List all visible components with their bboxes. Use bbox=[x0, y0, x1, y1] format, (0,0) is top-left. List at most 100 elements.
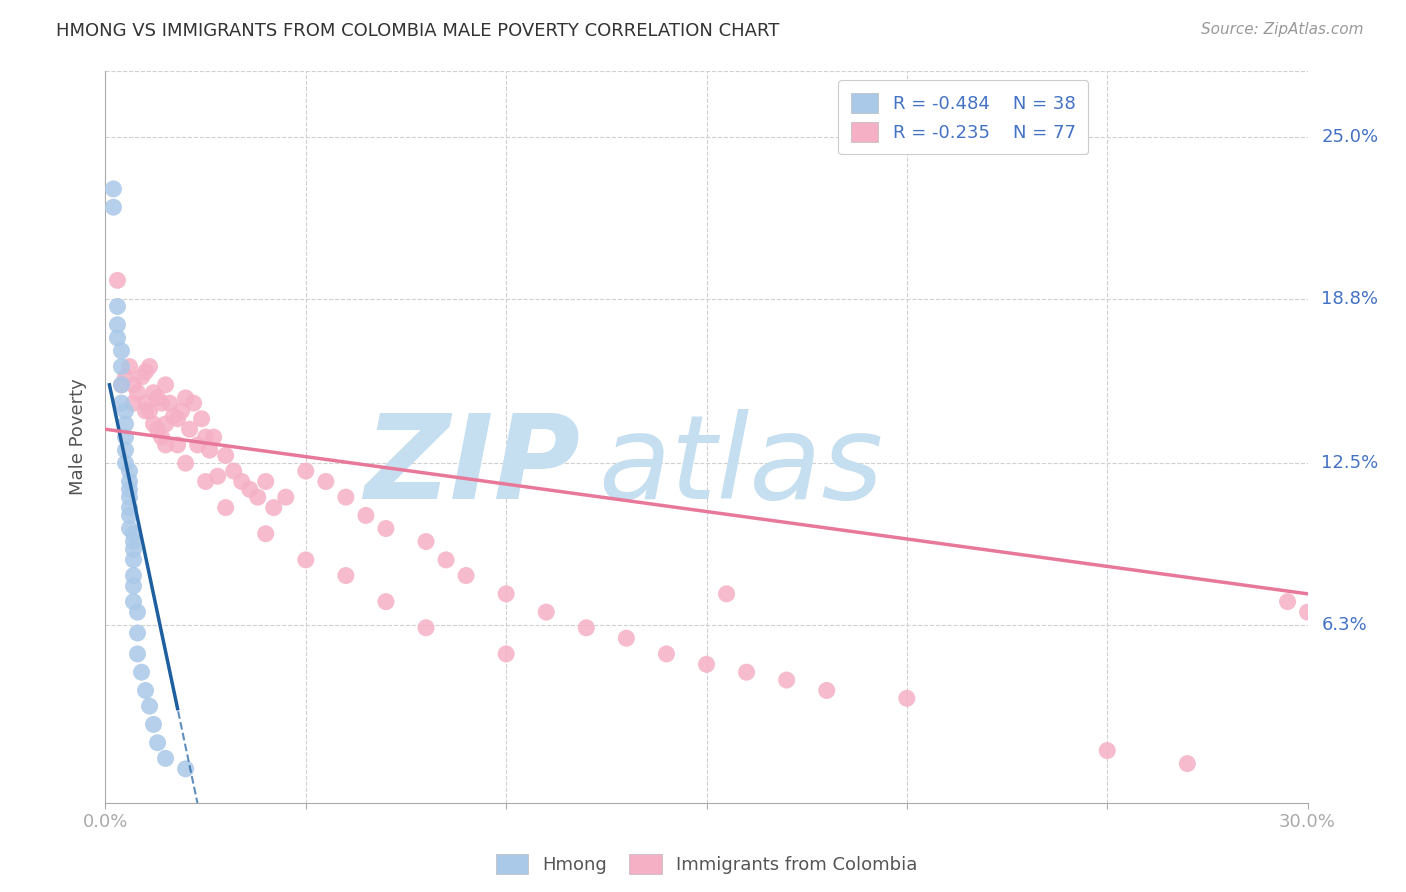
Point bbox=[138, 404, 160, 418]
Point bbox=[110, 343, 132, 358]
Point bbox=[735, 665, 758, 680]
Point bbox=[1277, 595, 1299, 609]
Point bbox=[896, 691, 918, 706]
Point bbox=[231, 475, 253, 489]
Point bbox=[138, 359, 160, 374]
Point bbox=[142, 417, 165, 431]
Point bbox=[194, 475, 217, 489]
Point bbox=[222, 464, 245, 478]
Point bbox=[110, 396, 132, 410]
Point bbox=[107, 318, 129, 332]
Point bbox=[114, 404, 136, 418]
Point bbox=[150, 396, 173, 410]
Text: HMONG VS IMMIGRANTS FROM COLOMBIA MALE POVERTY CORRELATION CHART: HMONG VS IMMIGRANTS FROM COLOMBIA MALE P… bbox=[56, 22, 779, 40]
Point bbox=[118, 483, 141, 497]
Point bbox=[495, 647, 517, 661]
Point bbox=[110, 359, 132, 374]
Point bbox=[150, 430, 173, 444]
Point bbox=[374, 521, 398, 535]
Point bbox=[142, 717, 165, 731]
Text: 25.0%: 25.0% bbox=[1322, 128, 1379, 145]
Point bbox=[335, 490, 357, 504]
Point bbox=[155, 438, 177, 452]
Point bbox=[202, 430, 225, 444]
Text: 18.8%: 18.8% bbox=[1322, 290, 1378, 308]
Point bbox=[122, 542, 145, 557]
Point bbox=[114, 456, 136, 470]
Point bbox=[214, 500, 236, 515]
Point bbox=[174, 391, 197, 405]
Legend: Hmong, Immigrants from Colombia: Hmong, Immigrants from Colombia bbox=[488, 847, 925, 881]
Point bbox=[135, 683, 157, 698]
Point bbox=[135, 404, 157, 418]
Point bbox=[655, 647, 678, 661]
Point bbox=[118, 500, 141, 515]
Point bbox=[239, 483, 262, 497]
Point bbox=[155, 751, 177, 765]
Point bbox=[194, 430, 217, 444]
Point bbox=[815, 683, 838, 698]
Point bbox=[122, 377, 145, 392]
Point bbox=[696, 657, 718, 672]
Point bbox=[1296, 605, 1319, 619]
Text: atlas: atlas bbox=[599, 409, 883, 524]
Point bbox=[122, 534, 145, 549]
Point bbox=[122, 568, 145, 582]
Point bbox=[107, 273, 129, 287]
Point bbox=[246, 490, 269, 504]
Point bbox=[295, 553, 318, 567]
Point bbox=[114, 443, 136, 458]
Point bbox=[274, 490, 297, 504]
Point bbox=[110, 377, 132, 392]
Point bbox=[122, 595, 145, 609]
Point bbox=[454, 568, 477, 582]
Point bbox=[170, 404, 193, 418]
Point bbox=[103, 200, 125, 214]
Point bbox=[127, 626, 149, 640]
Text: ZIP: ZIP bbox=[364, 409, 581, 524]
Point bbox=[107, 300, 129, 314]
Point bbox=[434, 553, 457, 567]
Point bbox=[174, 762, 197, 776]
Point bbox=[187, 438, 209, 452]
Point bbox=[415, 534, 437, 549]
Point bbox=[616, 632, 638, 646]
Point bbox=[146, 422, 169, 436]
Point bbox=[118, 359, 141, 374]
Point bbox=[155, 377, 177, 392]
Point bbox=[534, 605, 557, 619]
Point bbox=[127, 385, 149, 400]
Point bbox=[207, 469, 229, 483]
Point bbox=[374, 595, 398, 609]
Point bbox=[159, 396, 181, 410]
Point bbox=[263, 500, 285, 515]
Point bbox=[122, 553, 145, 567]
Text: 12.5%: 12.5% bbox=[1322, 454, 1379, 472]
Point bbox=[166, 438, 188, 452]
Text: Source: ZipAtlas.com: Source: ZipAtlas.com bbox=[1201, 22, 1364, 37]
Point bbox=[122, 526, 145, 541]
Point bbox=[495, 587, 517, 601]
Point bbox=[118, 490, 141, 504]
Point bbox=[146, 391, 169, 405]
Point bbox=[1177, 756, 1199, 771]
Point bbox=[135, 365, 157, 379]
Point bbox=[146, 736, 169, 750]
Point bbox=[415, 621, 437, 635]
Point bbox=[179, 422, 201, 436]
Point bbox=[142, 385, 165, 400]
Point bbox=[114, 370, 136, 384]
Point bbox=[335, 568, 357, 582]
Point bbox=[716, 587, 738, 601]
Point bbox=[254, 475, 277, 489]
Point bbox=[190, 412, 212, 426]
Point bbox=[214, 449, 236, 463]
Point bbox=[174, 456, 197, 470]
Point bbox=[118, 521, 141, 535]
Point bbox=[114, 430, 136, 444]
Point bbox=[127, 647, 149, 661]
Point bbox=[103, 182, 125, 196]
Point bbox=[114, 417, 136, 431]
Point bbox=[118, 508, 141, 523]
Point bbox=[295, 464, 318, 478]
